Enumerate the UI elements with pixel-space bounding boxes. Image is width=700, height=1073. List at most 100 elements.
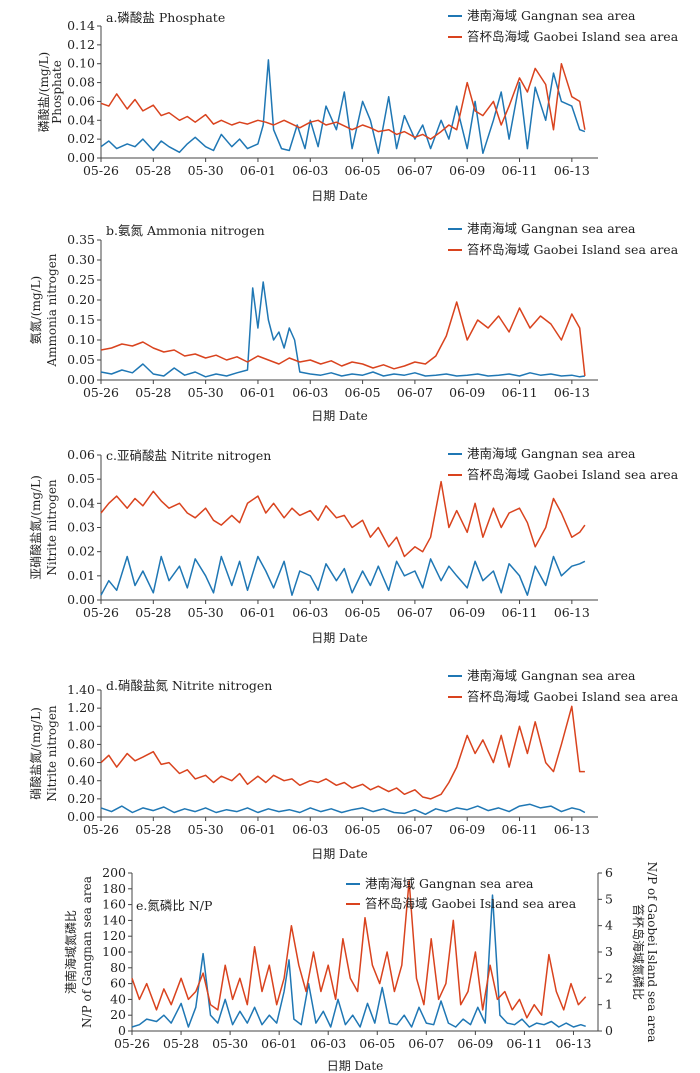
y-right-tick-label: 6 bbox=[605, 865, 613, 880]
x-tick-label: 06-13 bbox=[554, 385, 590, 400]
y-tick-label: 120 bbox=[102, 928, 126, 943]
series-line-gaobei bbox=[100, 62, 586, 140]
x-tick-label: 06-07 bbox=[397, 385, 433, 400]
legend-label-gaobei: 笞杯岛海域 Gaobei Island sea area bbox=[467, 242, 679, 257]
x-tick-label: 05-26 bbox=[83, 605, 119, 620]
series-line-gaobei bbox=[100, 480, 586, 558]
y-axis-label-en: Ammonia nitrogen bbox=[45, 253, 59, 367]
x-tick-label: 05-26 bbox=[114, 1036, 150, 1051]
y-tick-label: 60 bbox=[110, 976, 126, 991]
y-axis-label-en: Nitrite nitrogen bbox=[45, 705, 59, 802]
x-tick-label: 05-28 bbox=[135, 605, 171, 620]
x-axis-label: 日期 Date bbox=[311, 409, 368, 423]
x-tick-label: 06-09 bbox=[449, 163, 485, 178]
x-tick-label: 06-05 bbox=[345, 385, 381, 400]
x-tick-label: 06-09 bbox=[449, 822, 485, 837]
y-tick-label: 0.14 bbox=[67, 18, 95, 33]
y-axis-label-en: Nitrite nitrogen bbox=[45, 479, 59, 576]
y-tick-label: 0.08 bbox=[67, 75, 95, 90]
x-tick-label: 05-28 bbox=[163, 1036, 199, 1051]
x-tick-label: 06-07 bbox=[397, 163, 433, 178]
panel-title: b.氨氮 Ammonia nitrogen bbox=[106, 223, 265, 238]
y-tick-label: 0.06 bbox=[67, 93, 95, 108]
x-tick-label: 05-28 bbox=[135, 822, 171, 837]
y-axis-label-zh: 港南海域氮磷比 bbox=[63, 910, 78, 994]
y-tick-label: 0.15 bbox=[67, 312, 95, 327]
x-tick-label: 05-26 bbox=[83, 163, 119, 178]
y-tick-label: 20 bbox=[110, 1007, 126, 1022]
y-tick-label: 1.40 bbox=[67, 682, 95, 697]
chart-panel-b: 0.00 0.05 0.10 0.15 0.20 0.25 0.30 0.35 05-26 05-… bbox=[28, 221, 679, 423]
x-tick-label: 06-03 bbox=[292, 163, 328, 178]
y-tick-label: 0.05 bbox=[67, 352, 95, 367]
y-tick-label: 0.00 bbox=[67, 372, 95, 387]
legend-label-gangnan: 港南海域 Gangnan sea area bbox=[365, 876, 534, 891]
y-tick-label: 0.04 bbox=[67, 495, 95, 510]
y-tick-label: 0.00 bbox=[67, 150, 95, 165]
y-tick-label: 0.20 bbox=[67, 292, 95, 307]
y-axis-label-zh: 氨氮/(mg/L) bbox=[28, 276, 43, 344]
y-tick-label: 0.00 bbox=[67, 809, 95, 824]
y-right-tick-label: 3 bbox=[605, 944, 613, 959]
series-line-gangnan bbox=[100, 281, 586, 378]
y-axis-right-label-en: N/P of Gaobei Island sea area bbox=[645, 862, 659, 1043]
x-tick-label: 05-30 bbox=[188, 822, 224, 837]
series-line-gaobei bbox=[100, 705, 585, 800]
chart-panel-c: 0.00 0.01 0.02 0.03 0.04 0.05 0.06 05-26 05-28 05… bbox=[28, 446, 679, 645]
panel-title: d.硝酸盐氮 Nitrite nitrogen bbox=[106, 678, 272, 693]
x-tick-label: 06-05 bbox=[359, 1036, 395, 1051]
x-tick-label: 06-09 bbox=[449, 385, 485, 400]
panel-title: c.亚硝酸盐 Nitrite nitrogen bbox=[106, 448, 271, 463]
x-tick-label: 06-11 bbox=[502, 163, 538, 178]
x-axis-label: 日期 Date bbox=[311, 847, 368, 861]
x-tick-label: 06-09 bbox=[449, 605, 485, 620]
x-tick-label: 06-09 bbox=[457, 1036, 493, 1051]
y-tick-label: 100 bbox=[102, 944, 126, 959]
y-tick-label: 0.00 bbox=[67, 592, 95, 607]
x-tick-label: 05-30 bbox=[188, 605, 224, 620]
legend-label-gaobei: 笞杯岛海域 Gaobei Island sea area bbox=[467, 689, 679, 704]
series-line-gangnan bbox=[100, 59, 586, 155]
x-tick-label: 05-26 bbox=[83, 822, 119, 837]
legend-label-gangnan: 港南海域 Gangnan sea area bbox=[467, 8, 636, 23]
y-tick-label: 0.03 bbox=[67, 520, 95, 535]
x-tick-label: 06-13 bbox=[555, 1036, 591, 1051]
x-axis-label: 日期 Date bbox=[327, 1059, 384, 1073]
y-tick-label: 0.60 bbox=[67, 755, 95, 770]
x-tick-label: 06-01 bbox=[261, 1036, 297, 1051]
x-tick-label: 06-13 bbox=[554, 605, 590, 620]
series-line-gaobei bbox=[100, 301, 586, 377]
x-tick-label: 05-30 bbox=[212, 1036, 248, 1051]
chart-panel-a: 0.00 0.02 0.04 0.06 0.08 0.10 0.12 0.14 05-26 05-… bbox=[36, 8, 679, 203]
x-tick-label: 05-30 bbox=[188, 163, 224, 178]
y-tick-label: 0.05 bbox=[67, 471, 95, 486]
series-line-gangnan bbox=[131, 894, 586, 1028]
legend-label-gangnan: 港南海域 Gangnan sea area bbox=[467, 221, 636, 236]
legend-label-gangnan: 港南海域 Gangnan sea area bbox=[467, 446, 636, 461]
y-tick-label: 200 bbox=[102, 865, 126, 880]
x-tick-label: 05-28 bbox=[135, 163, 171, 178]
x-tick-label: 06-03 bbox=[310, 1036, 346, 1051]
x-tick-label: 06-13 bbox=[554, 822, 590, 837]
y-tick-label: 0.10 bbox=[67, 56, 95, 71]
x-tick-label: 05-28 bbox=[135, 385, 171, 400]
y-right-tick-label: 1 bbox=[605, 997, 613, 1012]
x-tick-label: 06-11 bbox=[502, 385, 538, 400]
x-tick-label: 06-03 bbox=[292, 385, 328, 400]
x-tick-label: 06-07 bbox=[397, 605, 433, 620]
x-tick-label: 05-30 bbox=[188, 385, 224, 400]
y-axis-right-label-zh: 笞杯岛海域氮磷比 bbox=[631, 904, 646, 1000]
x-axis-label: 日期 Date bbox=[311, 189, 368, 203]
y-axis-label-en: Phosphate bbox=[50, 60, 64, 124]
y-tick-label: 180 bbox=[102, 881, 126, 896]
y-tick-label: 0.30 bbox=[67, 252, 95, 267]
y-tick-label: 0 bbox=[118, 1023, 126, 1038]
y-tick-label: 0.06 bbox=[67, 447, 95, 462]
x-tick-label: 06-07 bbox=[397, 822, 433, 837]
y-tick-label: 0.10 bbox=[67, 332, 95, 347]
y-tick-label: 0.80 bbox=[67, 736, 95, 751]
chart-panel-d: 0.00 0.20 0.40 0.60 0.80 1.00 1.20 1.40 05-26 05-… bbox=[28, 668, 679, 861]
x-tick-label: 06-13 bbox=[554, 163, 590, 178]
